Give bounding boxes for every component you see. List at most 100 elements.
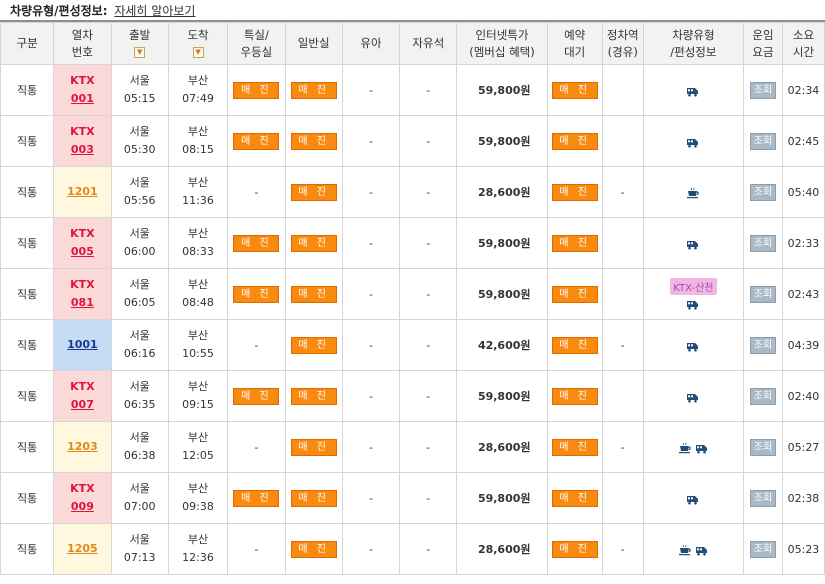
ktx-sancheon-badge[interactable]: KTX-산천: [670, 278, 717, 295]
sold-out-button[interactable]: 매 진: [290, 132, 337, 150]
detail-link[interactable]: 자세히 알아보기: [114, 4, 196, 18]
train-number-link[interactable]: 1205: [67, 542, 98, 555]
ktx-train-icon[interactable]: [686, 237, 700, 250]
departure-station: 서울: [129, 329, 150, 342]
stops-cell: -: [601, 421, 644, 473]
sold-out-button[interactable]: 매 진: [290, 183, 337, 201]
train-number-link[interactable]: 007: [70, 398, 94, 411]
reserve-wait-button[interactable]: 매 진: [551, 183, 598, 201]
reserve-wait-button[interactable]: 매 진: [551, 132, 598, 150]
train-number-link[interactable]: 1201: [67, 185, 98, 198]
fare-view-button[interactable]: 조회: [749, 489, 776, 507]
cafe-car-icon[interactable]: [678, 543, 692, 556]
sold-out-button[interactable]: 매 진: [233, 132, 280, 150]
fare-view-button[interactable]: 조회: [749, 234, 776, 252]
reserve-wait-button[interactable]: 매 진: [551, 438, 598, 456]
train-number-cell[interactable]: KTX 007: [53, 370, 112, 422]
sold-out-button[interactable]: 매 진: [233, 234, 280, 252]
train-number-cell[interactable]: 1205: [53, 523, 112, 575]
car-type-cell: [642, 421, 745, 473]
sold-out-button[interactable]: 매 진: [233, 285, 280, 303]
fare-view-button[interactable]: 조회: [749, 132, 776, 150]
col-arrive[interactable]: 도착 ▼: [167, 22, 229, 65]
infant-cell: -: [341, 64, 401, 116]
sold-out-button[interactable]: 매 진: [290, 540, 337, 558]
ktx-train-icon[interactable]: [686, 297, 700, 310]
ktx-train-icon[interactable]: [695, 543, 709, 556]
duration: 05:40: [781, 166, 825, 218]
fare-view-button[interactable]: 조회: [749, 183, 776, 201]
reserve-wait-button[interactable]: 매 진: [551, 489, 598, 507]
reserve-wait-cell: 매 진: [546, 115, 603, 167]
ktx-train-icon[interactable]: [695, 441, 709, 454]
fare-view-button[interactable]: 조회: [749, 285, 776, 303]
duration: 02:43: [781, 268, 825, 320]
col-duration: 소요 시간: [781, 22, 825, 65]
reserve-wait-button[interactable]: 매 진: [551, 336, 598, 354]
sold-out-button[interactable]: 매 진: [290, 489, 337, 507]
train-number-cell[interactable]: KTX 005: [53, 217, 112, 269]
col-special: 특실/우등실: [227, 22, 286, 65]
sold-out-button[interactable]: 매 진: [290, 81, 337, 99]
fare-view-button[interactable]: 조회: [749, 438, 776, 456]
sort-icon[interactable]: ▼: [134, 46, 146, 58]
train-number-cell[interactable]: KTX 081: [53, 268, 112, 320]
train-number-cell[interactable]: KTX 003: [53, 115, 112, 167]
sold-out-button[interactable]: 매 진: [290, 234, 337, 252]
sold-out-button[interactable]: 매 진: [290, 285, 337, 303]
train-number-link[interactable]: 081: [70, 296, 94, 309]
info-bar: 차량유형/편성정보: 자세히 알아보기: [0, 0, 825, 22]
table-row: 직통 1201 서울 05:56 부산 11:36- 매 진 - -28,600원 매 진 - 조회 0…: [0, 166, 825, 218]
col-depart[interactable]: 출발 ▼: [110, 22, 169, 65]
reserve-wait-button[interactable]: 매 진: [551, 387, 598, 405]
ktx-train-icon[interactable]: [686, 84, 700, 97]
sort-icon[interactable]: ▼: [192, 46, 204, 58]
ktx-train-icon[interactable]: [686, 492, 700, 505]
fare-view-button[interactable]: 조회: [749, 81, 776, 99]
arrival-time: 09:15: [182, 398, 214, 411]
reserve-wait-cell: 매 진: [546, 64, 603, 116]
arrival-time: 12:36: [182, 551, 214, 564]
train-number-cell[interactable]: 1203: [53, 421, 112, 473]
departure-station: 서울: [129, 227, 150, 240]
sold-out-button[interactable]: 매 진: [233, 387, 280, 405]
reserve-wait-button[interactable]: 매 진: [551, 285, 598, 303]
car-type-cell: [642, 64, 745, 116]
unavailable-text: -: [254, 338, 259, 352]
reserve-wait-cell: 매 진: [546, 523, 603, 575]
fare-view-button[interactable]: 조회: [749, 540, 776, 558]
arrival-station: 부산: [187, 125, 209, 138]
reserve-wait-button[interactable]: 매 진: [551, 234, 598, 252]
fare-view-button[interactable]: 조회: [749, 336, 776, 354]
sold-out-button[interactable]: 매 진: [290, 387, 337, 405]
cafe-car-icon[interactable]: [686, 186, 700, 199]
sold-out-button[interactable]: 매 진: [233, 489, 280, 507]
cafe-car-icon[interactable]: [678, 441, 692, 454]
train-number-link[interactable]: 003: [70, 143, 94, 156]
ktx-train-icon[interactable]: [686, 135, 700, 148]
train-number-link[interactable]: 1203: [67, 440, 98, 453]
departure-time: 06:16: [123, 347, 156, 360]
ktx-train-icon[interactable]: [686, 339, 700, 352]
ktx-train-icon[interactable]: [686, 390, 700, 403]
train-number-cell[interactable]: KTX 001: [53, 64, 112, 116]
train-number-link[interactable]: 001: [70, 92, 94, 105]
col-train-no[interactable]: 열차 번호: [53, 22, 112, 65]
fare-view-button[interactable]: 조회: [749, 387, 776, 405]
train-number-link[interactable]: 005: [70, 245, 94, 258]
sold-out-button[interactable]: 매 진: [233, 81, 280, 99]
train-number-link[interactable]: 1001: [67, 338, 98, 351]
sold-out-button[interactable]: 매 진: [290, 438, 337, 456]
train-number-cell[interactable]: KTX 009: [53, 472, 112, 524]
train-number-link[interactable]: 009: [70, 500, 94, 513]
reserve-wait-button[interactable]: 매 진: [551, 540, 598, 558]
fare-cell: 조회: [743, 370, 783, 422]
departure-cell: 서울 07:13: [110, 523, 169, 575]
train-number-cell[interactable]: 1201: [53, 166, 112, 218]
train-type-label: KTX: [70, 125, 95, 138]
sold-out-button[interactable]: 매 진: [290, 336, 337, 354]
train-number-cell[interactable]: 1001: [53, 319, 112, 371]
reserve-wait-button[interactable]: 매 진: [551, 81, 598, 99]
